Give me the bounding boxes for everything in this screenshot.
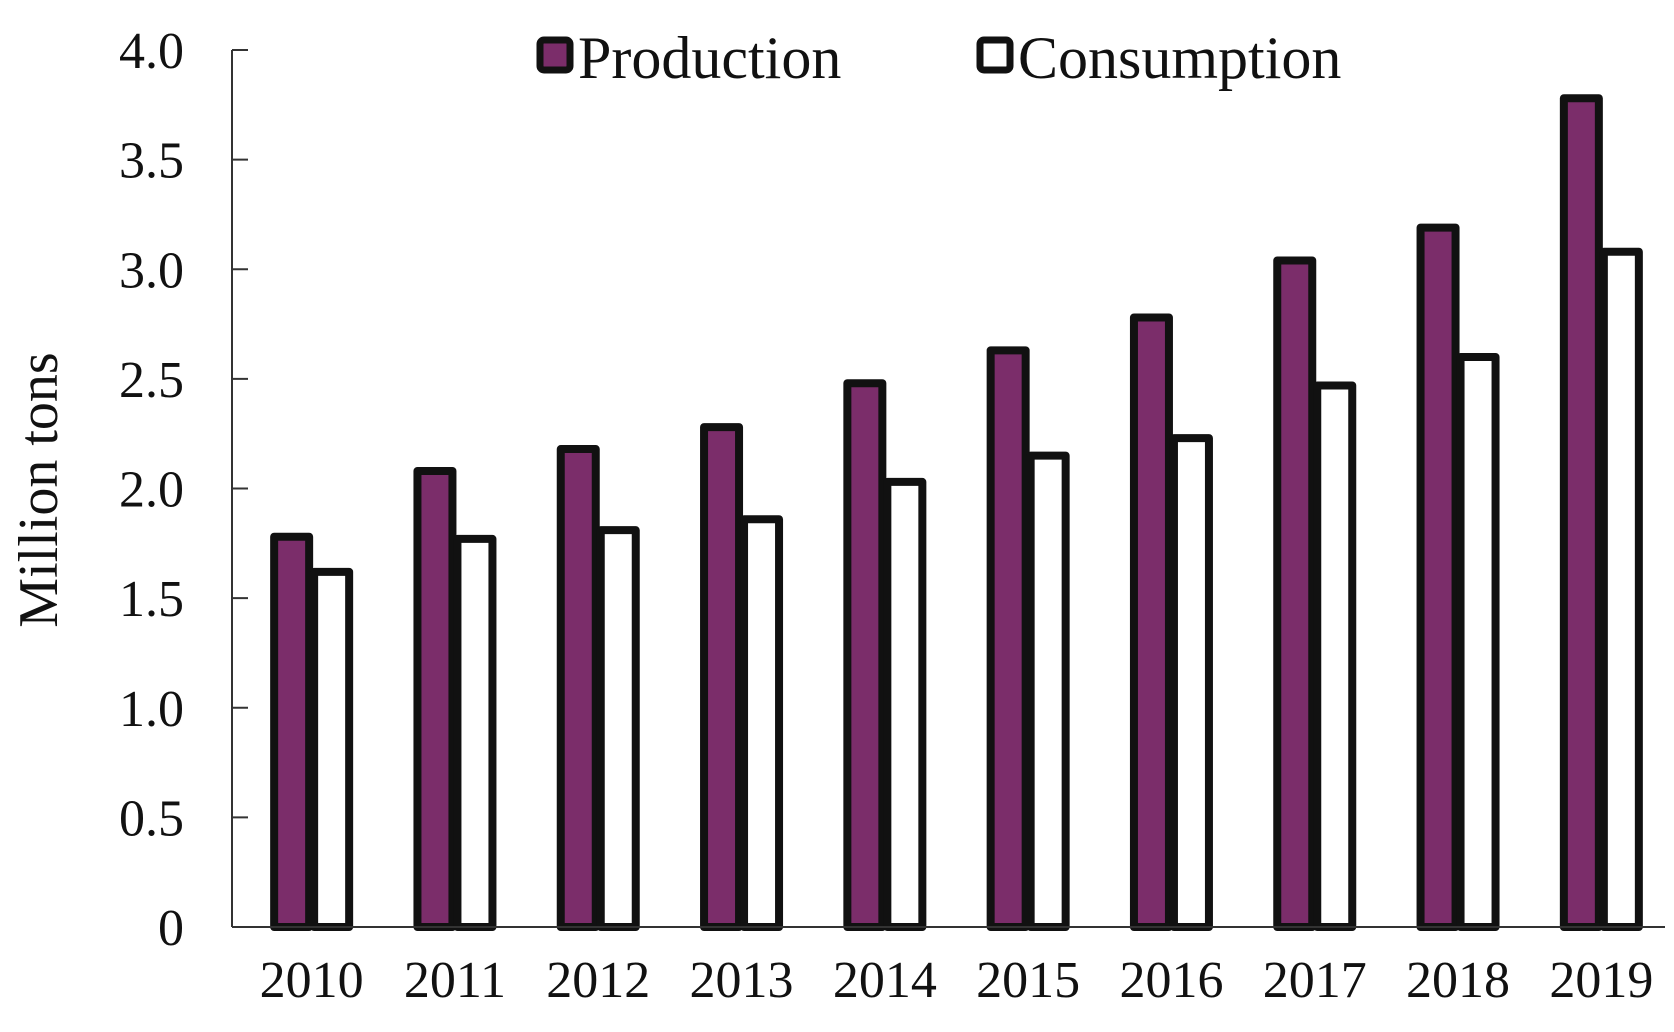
legend-label-consumption: Consumption [1018, 25, 1341, 91]
axes [231, 50, 1665, 928]
y-tick-label: 1.0 [119, 681, 184, 738]
bar-production-2016 [1129, 313, 1173, 931]
bar-production-2011 [413, 466, 457, 931]
legend-label-production: Production [578, 25, 841, 91]
bar-production-2012 [556, 445, 600, 931]
x-tick-label: 2010 [260, 952, 364, 1009]
y-tick-label: 3.5 [119, 133, 184, 190]
x-tick-label: 2012 [546, 952, 650, 1009]
y-tick-label: 2.0 [119, 462, 184, 519]
legend: Production Consumption [536, 25, 1341, 91]
bar-production-2014 [843, 379, 887, 931]
x-tick-label: 2014 [833, 952, 937, 1009]
y-tick-label: 2.5 [119, 352, 184, 409]
legend-swatch-production [536, 36, 574, 74]
y-tick-label: 0 [158, 900, 184, 957]
bar-production-2018 [1416, 223, 1460, 931]
bars [270, 94, 1643, 932]
bar-production-2010 [270, 532, 314, 931]
legend-swatch-consumption [976, 36, 1014, 74]
bar-consumption-2010 [310, 567, 354, 931]
x-tick-label: 2019 [1549, 952, 1653, 1009]
x-tick-label: 2018 [1406, 952, 1510, 1009]
y-axis-title: Million tons [8, 352, 70, 627]
bar-consumption-2011 [453, 534, 497, 931]
y-axis-ticks: 0 0.5 1.0 1.5 2.0 2.5 3.0 3.5 4.0 [119, 23, 248, 957]
y-tick-label: 0.5 [119, 790, 184, 847]
bar-production-2017 [1273, 256, 1317, 932]
bar-consumption-2017 [1313, 381, 1357, 931]
x-tick-label: 2016 [1119, 952, 1223, 1009]
y-tick-label: 3.0 [119, 242, 184, 299]
x-axis-labels: 2010 2011 2012 2013 2014 2015 2016 2017 2018 2019 [260, 952, 1654, 1009]
bar-consumption-2014 [883, 477, 927, 931]
bar-consumption-2013 [740, 515, 784, 931]
bar-consumption-2019 [1599, 247, 1643, 931]
bar-production-2015 [986, 346, 1030, 931]
bar-consumption-2012 [596, 526, 640, 931]
bar-consumption-2016 [1169, 434, 1213, 931]
x-tick-label: 2011 [404, 952, 506, 1009]
y-tick-label: 4.0 [119, 23, 184, 80]
x-tick-label: 2017 [1263, 952, 1367, 1009]
x-tick-label: 2013 [690, 952, 794, 1009]
x-tick-label: 2015 [976, 952, 1080, 1009]
y-tick-label: 1.5 [119, 571, 184, 628]
bar-production-2019 [1559, 94, 1603, 932]
bar-production-2013 [700, 423, 744, 931]
bar-consumption-2015 [1026, 451, 1070, 931]
bar-consumption-2018 [1456, 352, 1500, 931]
